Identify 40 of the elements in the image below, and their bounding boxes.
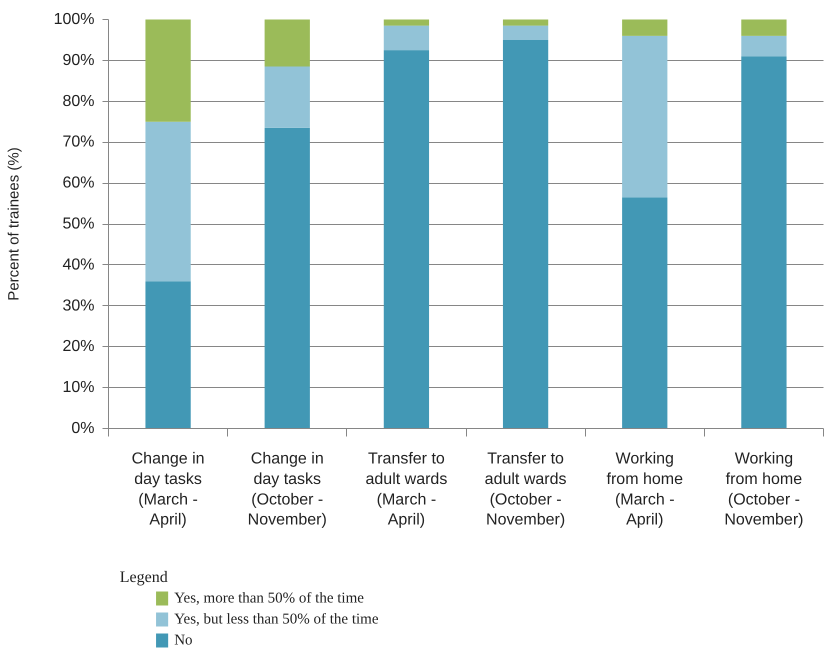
y-tick-label: 100%	[54, 11, 94, 28]
bar	[384, 20, 430, 26]
legend-label: No	[174, 632, 193, 648]
legend-title: Legend	[120, 569, 168, 586]
y-tick-label: 30%	[62, 297, 95, 314]
y-tick-label: 90%	[62, 52, 95, 69]
bar	[145, 122, 191, 282]
y-tick-label: 0%	[71, 420, 94, 437]
bar	[264, 20, 310, 67]
y-tick-label: 80%	[62, 92, 95, 110]
bar	[741, 20, 787, 36]
x-tick-label: Transfer to adult wards (October - November)	[484, 450, 566, 529]
y-tick-label: 70%	[62, 134, 95, 151]
legend-label: Yes, but less than 50% of the time	[174, 612, 379, 628]
x-tick-label: Change in day tasks (October - November)	[248, 450, 327, 529]
bar	[384, 26, 430, 50]
bar	[145, 281, 191, 428]
bar	[502, 40, 548, 428]
y-tick-label: 40%	[62, 256, 95, 274]
bar	[145, 20, 191, 122]
bar	[622, 197, 668, 428]
bar	[741, 56, 787, 428]
x-tick-label: Working from home (October - November)	[724, 450, 804, 529]
x-tick-label: Change in day tasks (March - April)	[132, 450, 205, 529]
y-axis-title: Percent of trainees (%)	[6, 147, 23, 301]
bar	[622, 20, 668, 36]
bar	[741, 36, 787, 56]
y-tick-label: 10%	[62, 379, 95, 396]
bar	[384, 50, 430, 428]
legend-label: Yes, more than 50% of the time	[174, 590, 364, 606]
y-tick-label: 50%	[62, 216, 95, 232]
bar	[502, 26, 548, 40]
bar	[502, 20, 548, 26]
x-tick-label: Transfer to adult wards (March - April)	[366, 450, 448, 529]
y-tick-label: 60%	[62, 174, 95, 192]
bar	[622, 36, 668, 198]
bar	[264, 128, 310, 428]
x-tick-label: Working from home (March - April)	[606, 450, 684, 529]
bar	[264, 66, 310, 128]
y-tick-label: 20%	[62, 338, 95, 356]
